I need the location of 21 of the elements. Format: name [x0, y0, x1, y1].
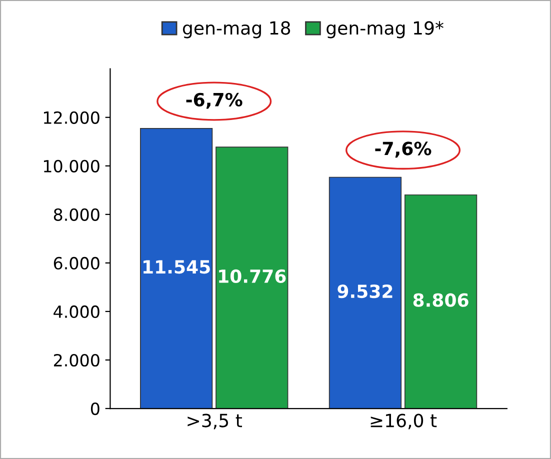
y-tick-label: 0: [90, 402, 100, 416]
bar: [404, 194, 478, 409]
y-tick-label: 8.000: [54, 208, 100, 221]
data-label: 9.532: [338, 284, 392, 298]
data-label: 11.545: [144, 260, 210, 274]
data-label: 8.806: [413, 293, 468, 307]
y-tick-label: 2.000: [54, 354, 100, 367]
y-tick-label: 4.000: [54, 305, 100, 318]
y-tick-label: 6.000: [54, 256, 100, 270]
bar: [216, 146, 288, 409]
legend-label: gen-mag 19*: [326, 21, 444, 38]
data-label: 10.776: [219, 269, 286, 284]
bar: [140, 128, 213, 409]
annotation: -7,6%: [375, 142, 432, 158]
y-tick-label: 12.000: [44, 111, 100, 124]
bar: [328, 176, 402, 409]
y-tick-label: 10.000: [44, 160, 100, 172]
legend-label: gen-mag 18: [182, 21, 290, 38]
x-tick-label: >3,5 t: [188, 414, 242, 430]
x-tick-label: ≥16,0 t: [370, 414, 437, 430]
annotation: -6,7%: [186, 92, 242, 109]
